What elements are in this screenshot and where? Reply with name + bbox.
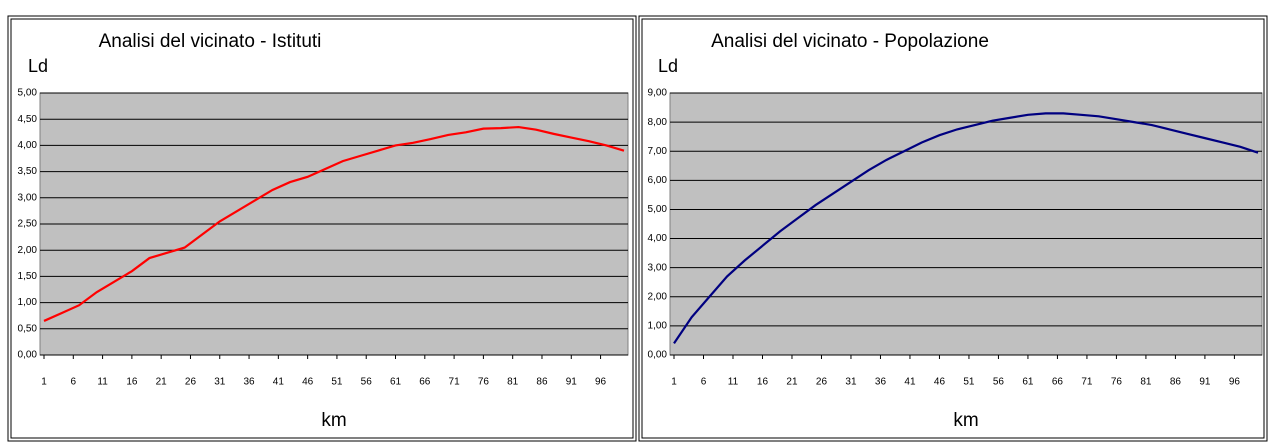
y-tick-label: 5,00	[648, 204, 668, 215]
x-tick-label: 46	[934, 377, 946, 388]
x-tick-label: 91	[566, 377, 578, 388]
y-tick-label: 1,00	[18, 297, 38, 308]
x-tick-label: 96	[595, 377, 607, 388]
plot-area	[669, 92, 1263, 356]
chart-title: Analisi del vicinato - Istituti	[99, 31, 322, 52]
y-tick-label: 1,50	[18, 271, 38, 282]
x-tick-label: 46	[302, 377, 314, 388]
y-tick-label: 0,00	[648, 350, 668, 361]
y-tick-label: 6,00	[648, 175, 668, 186]
y-tick-label: 2,50	[18, 219, 38, 230]
x-tick-label: 51	[331, 377, 343, 388]
x-tick-label: 66	[1052, 377, 1064, 388]
y-tick-label: 7,00	[648, 146, 668, 157]
y-tick-label: 5,00	[18, 88, 38, 99]
y-tick-label: 4,50	[18, 114, 38, 125]
x-tick-label: 81	[507, 377, 519, 388]
x-tick-label: 26	[185, 377, 197, 388]
y-tick-label: 0,50	[18, 323, 38, 334]
x-tick-label: 41	[904, 377, 916, 388]
x-tick-label: 76	[1111, 377, 1123, 388]
x-tick-label: 76	[478, 377, 490, 388]
x-tick-label: 56	[361, 377, 373, 388]
y-tick-label: 0,00	[18, 350, 38, 361]
y-tick-label: 2,00	[18, 245, 38, 256]
y-tick-label: 2,00	[648, 291, 668, 302]
y-tick-label: 3,50	[18, 166, 38, 177]
x-tick-label: 21	[786, 377, 798, 388]
x-tick-label: 36	[875, 377, 887, 388]
y-tick-label: 1,00	[648, 321, 668, 332]
x-tick-label: 31	[845, 377, 857, 388]
panel-border	[7, 15, 637, 442]
x-tick-label: 16	[757, 377, 769, 388]
x-tick-label: 71	[449, 377, 461, 388]
chart-title: Analisi del vicinato - Popolazione	[711, 31, 989, 52]
x-tick-label: 86	[1170, 377, 1182, 388]
x-tick-label: 21	[156, 377, 168, 388]
x-tick-label: 61	[390, 377, 402, 388]
x-tick-label: 16	[126, 377, 138, 388]
x-tick-label: 71	[1081, 377, 1093, 388]
y-axis-label: Ld	[658, 56, 678, 76]
panel-border	[638, 15, 1268, 442]
x-tick-label: 1	[671, 377, 677, 388]
x-axis-label: km	[953, 410, 978, 431]
y-axis-label: Ld	[28, 56, 48, 76]
y-tick-label: 4,00	[18, 140, 38, 151]
y-tick-label: 3,00	[648, 262, 668, 273]
x-tick-label: 11	[728, 377, 739, 388]
x-tick-label: 66	[419, 377, 431, 388]
x-tick-label: 51	[963, 377, 975, 388]
y-tick-label: 4,00	[648, 233, 668, 244]
x-tick-label: 26	[816, 377, 828, 388]
y-tick-label: 3,00	[18, 192, 38, 203]
x-tick-label: 1	[41, 377, 47, 388]
x-tick-label: 41	[273, 377, 285, 388]
x-tick-label: 86	[536, 377, 548, 388]
data-line	[673, 112, 1259, 344]
panel-border	[10, 18, 634, 439]
x-tick-label: 61	[1022, 377, 1034, 388]
x-axis-label: km	[321, 410, 346, 431]
x-tick-label: 81	[1140, 377, 1152, 388]
x-tick-label: 56	[993, 377, 1005, 388]
x-tick-label: 6	[701, 377, 707, 388]
y-tick-label: 9,00	[648, 88, 668, 99]
x-tick-label: 36	[243, 377, 255, 388]
x-tick-label: 6	[71, 377, 77, 388]
x-tick-label: 31	[214, 377, 226, 388]
panel-border	[641, 18, 1265, 439]
x-tick-label: 11	[97, 377, 108, 388]
x-tick-label: 91	[1199, 377, 1211, 388]
y-tick-label: 8,00	[648, 117, 668, 128]
data-line	[43, 125, 625, 322]
x-tick-label: 96	[1229, 377, 1241, 388]
